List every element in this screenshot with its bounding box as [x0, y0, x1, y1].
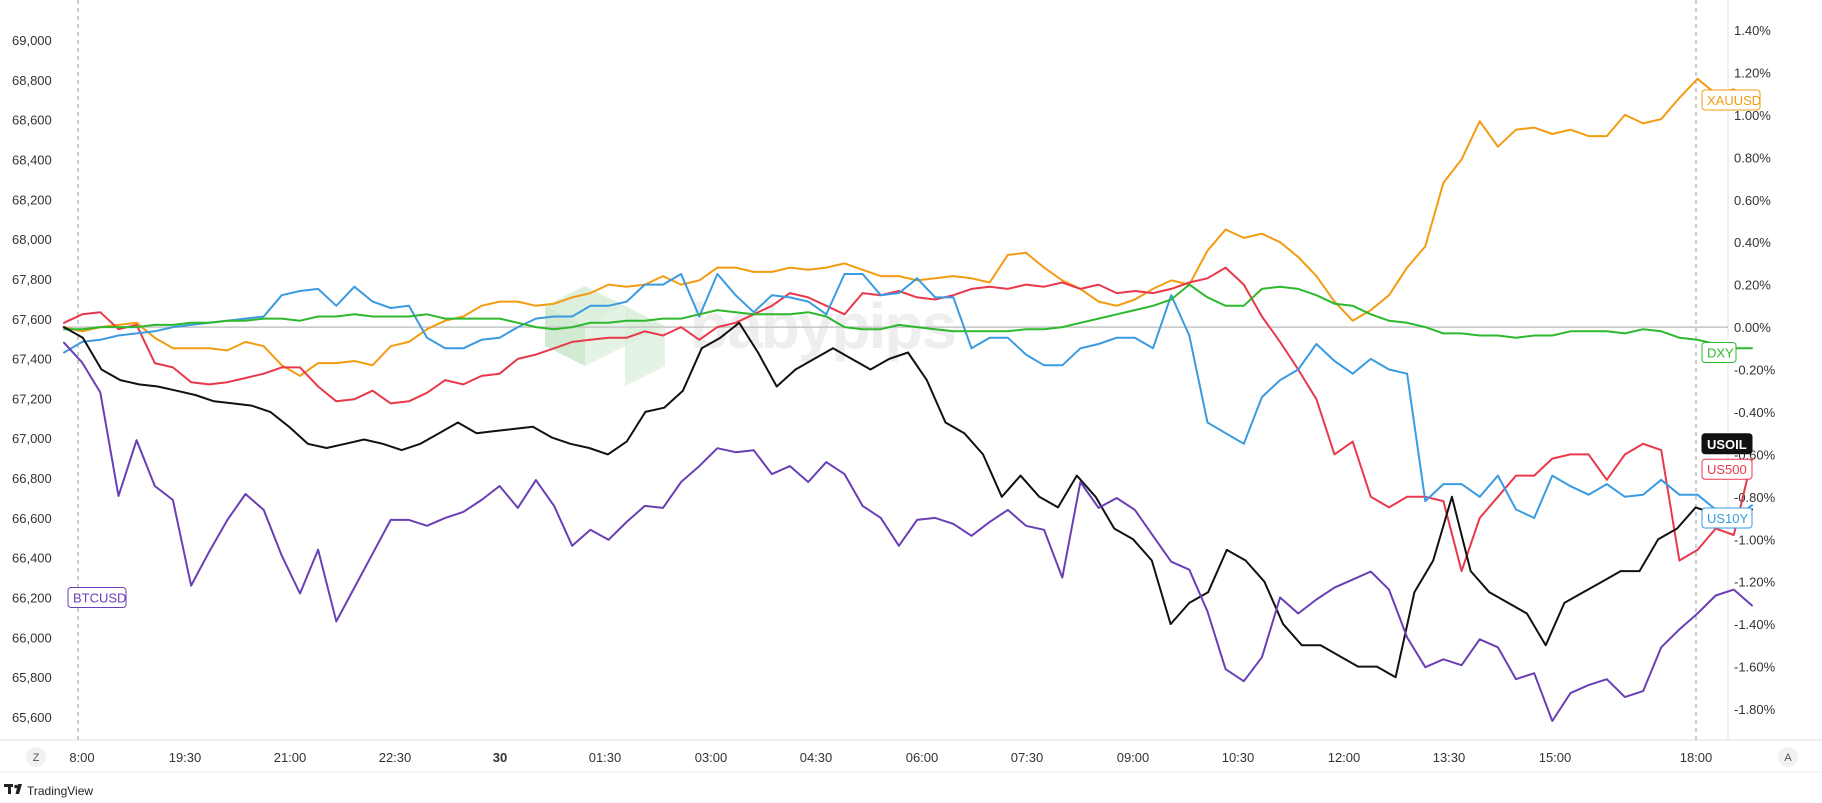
time-axis-tick: 8:00 [69, 750, 94, 765]
right-axis-tick: -1.60% [1734, 660, 1776, 675]
auto-scale-button[interactable]: A [1778, 747, 1798, 767]
right-axis-tick: 0.40% [1734, 235, 1771, 250]
series-tag-dxy: DXY [1701, 342, 1737, 364]
right-axis-tick: 0.60% [1734, 193, 1771, 208]
series-tag-btcusd: BTCUSD [67, 587, 127, 609]
right-axis-tick: 0.20% [1734, 278, 1771, 293]
time-axis-tick: 21:00 [274, 750, 307, 765]
series-tags: XAUUSD US500 US10Y DXY USOIL BTCUSD [67, 89, 1761, 609]
right-axis-tick: 1.40% [1734, 23, 1771, 38]
left-axis-tick: 66,200 [12, 591, 52, 606]
right-axis-tick: -1.80% [1734, 702, 1776, 717]
left-axis-tick: 66,400 [12, 551, 52, 566]
tradingview-label: TradingView [27, 784, 93, 798]
auto-scale-button-label: A [1784, 752, 1792, 764]
time-axis-tick: 04:30 [800, 750, 833, 765]
time-axis-tick: 13:30 [1433, 750, 1466, 765]
series-line-dxy [63, 283, 1753, 350]
series-line-btcusd [63, 341, 1753, 722]
series-tag-label: XAUUSD [1707, 93, 1761, 108]
series-tag-label: BTCUSD [73, 591, 126, 606]
time-axis-tick: 22:30 [379, 750, 412, 765]
left-axis-tick: 67,600 [12, 312, 52, 327]
left-axis-tick: 69,000 [12, 33, 52, 48]
left-axis-tick: 66,800 [12, 471, 52, 486]
left-axis-tick: 66,000 [12, 630, 52, 645]
tradingview-logo-icon [4, 784, 22, 794]
series-line-us500 [63, 266, 1753, 573]
series-tag-label: US10Y [1707, 511, 1749, 526]
series-line-xauusd [63, 77, 1753, 377]
left-axis-tick: 68,000 [12, 232, 52, 247]
right-axis-tick: -1.20% [1734, 575, 1776, 590]
time-axis-tick: 06:00 [906, 750, 939, 765]
series-tag-label: USOIL [1707, 437, 1747, 452]
series-tag-us500: US500 [1701, 458, 1753, 480]
right-axis-tick: -1.00% [1734, 532, 1776, 547]
left-axis-tick: 68,800 [12, 73, 52, 88]
left-axis-tick: 65,600 [12, 710, 52, 725]
left-axis-tick: 68,600 [12, 113, 52, 128]
series-tag-label: DXY [1707, 346, 1734, 361]
left-axis-tick: 67,000 [12, 431, 52, 446]
time-axis-tick: 18:00 [1680, 750, 1713, 765]
time-axis-tick: 01:30 [589, 750, 622, 765]
right-axis-tick: -1.40% [1734, 617, 1776, 632]
left-axis-tick: 67,800 [12, 272, 52, 287]
time-axis-tick: 07:30 [1011, 750, 1044, 765]
time-axis: 8:00 19:30 21:00 22:30 30 01:30 03:00 04:30 06:0… [69, 750, 1712, 765]
series-tag-xauusd: XAUUSD [1701, 89, 1761, 111]
axis-frame [0, 0, 1822, 773]
timezone-button-label: Z [33, 752, 40, 764]
series-line-us10y [63, 273, 1753, 519]
right-axis-tick: 1.20% [1734, 65, 1771, 80]
time-axis-tick: 15:00 [1539, 750, 1572, 765]
time-axis-tick: 30 [493, 750, 507, 765]
right-axis-tick: 0.80% [1734, 150, 1771, 165]
right-axis-tick: 0.00% [1734, 320, 1771, 335]
series-lines [63, 77, 1753, 722]
left-axis-tick: 66,600 [12, 511, 52, 526]
time-axis-tick: 10:30 [1222, 750, 1255, 765]
left-price-axis: 69,000 68,800 68,600 68,400 68,200 68,000 67,8… [12, 33, 52, 725]
left-axis-tick: 65,800 [12, 670, 52, 685]
time-axis-tick: 12:00 [1328, 750, 1361, 765]
time-axis-tick: 03:00 [695, 750, 728, 765]
series-tag-label: US500 [1707, 462, 1747, 477]
timezone-button[interactable]: Z [26, 747, 46, 767]
right-percent-axis: 1.40% 1.20% 1.00% 0.80% 0.60% 0.40% 0.20% 0.00%… [1734, 23, 1776, 717]
right-axis-tick: -0.80% [1734, 490, 1776, 505]
left-axis-tick: 68,400 [12, 152, 52, 167]
right-axis-tick: 1.00% [1734, 108, 1771, 123]
tradingview-brand: TradingView [4, 784, 93, 798]
left-axis-tick: 67,200 [12, 391, 52, 406]
time-axis-tick: 09:00 [1117, 750, 1150, 765]
left-axis-tick: 68,200 [12, 192, 52, 207]
series-line-usoil [63, 321, 1753, 679]
series-tag-us10y: US10Y [1701, 507, 1753, 529]
time-axis-tick: 19:30 [169, 750, 202, 765]
right-axis-tick: -0.40% [1734, 405, 1776, 420]
right-axis-tick: -0.20% [1734, 363, 1776, 378]
left-axis-tick: 67,400 [12, 352, 52, 367]
series-tag-usoil: USOIL [1701, 433, 1753, 455]
